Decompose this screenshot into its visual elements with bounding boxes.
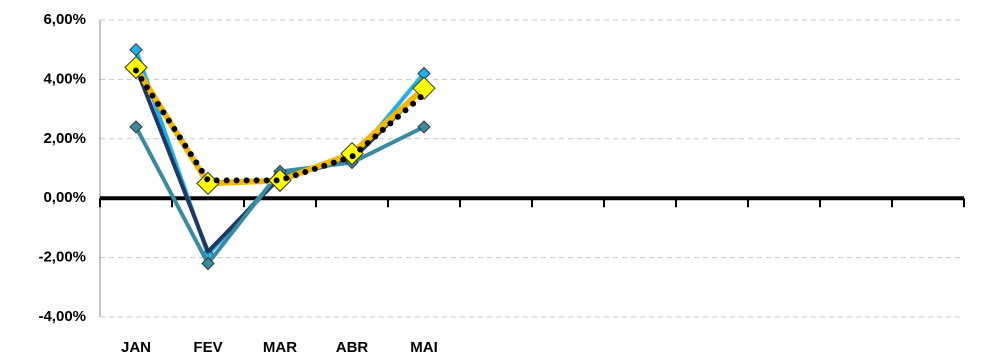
x-tick-label: MAR: [263, 339, 297, 356]
series-line: [134, 49, 426, 257]
y-tick-label: 6,00%: [43, 11, 86, 28]
marker: [417, 120, 431, 134]
marker: [129, 120, 143, 134]
x-tick-label: FEV: [193, 339, 222, 356]
x-tick-label: JAN: [121, 339, 151, 356]
y-tick-label: 0,00%: [43, 189, 86, 206]
marker: [412, 76, 436, 101]
marker: [201, 256, 215, 271]
series-line: [134, 66, 426, 254]
x-tick-label: ABR: [336, 339, 369, 356]
series-line: [133, 67, 427, 184]
marker: [129, 42, 143, 57]
y-tick-label: -2,00%: [38, 249, 86, 266]
y-tick-label: -4,00%: [38, 308, 86, 325]
y-tick-label: 2,00%: [43, 130, 86, 147]
series-line: [134, 125, 425, 266]
x-tick-label: MAI: [410, 339, 438, 356]
y-tick-label: 4,00%: [43, 70, 86, 87]
